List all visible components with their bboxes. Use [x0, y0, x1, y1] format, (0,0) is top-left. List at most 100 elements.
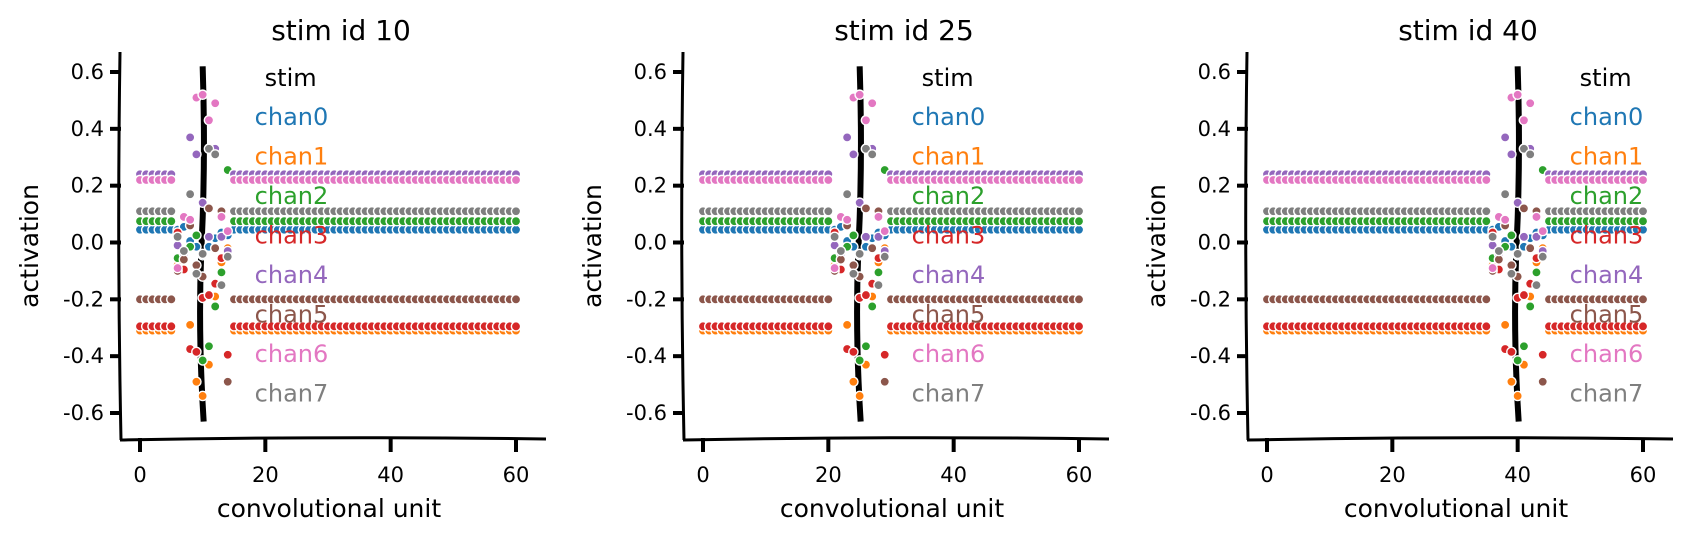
legend-chan5: chan5 — [1570, 301, 1644, 329]
y-tick-label: 0.6 — [71, 60, 104, 84]
data-point — [222, 376, 234, 388]
data-point — [1512, 248, 1523, 260]
data-point — [191, 268, 202, 280]
data-point — [510, 321, 522, 332]
data-point — [854, 89, 865, 101]
series-chan7 — [697, 143, 1085, 291]
data-point — [1481, 294, 1492, 305]
data-point — [873, 279, 884, 291]
data-point — [1481, 205, 1492, 217]
data-point — [860, 231, 872, 243]
data-point — [203, 289, 215, 301]
panel-title: stim id 25 — [834, 14, 974, 47]
data-point — [172, 262, 183, 274]
data-point — [1506, 149, 1517, 160]
data-point — [191, 230, 202, 241]
data-point — [860, 340, 872, 352]
series-chan2 — [697, 164, 1085, 366]
data-point — [1073, 224, 1085, 236]
data-point — [1518, 115, 1530, 126]
data-point — [510, 205, 522, 217]
legend-chan6: chan6 — [255, 340, 329, 368]
y-axis-label: activation — [15, 184, 44, 308]
y-tick-label: 0.6 — [1198, 60, 1231, 84]
y-tick-label: -0.4 — [626, 344, 667, 368]
data-point — [1531, 211, 1542, 223]
legend-chan5: chan5 — [912, 301, 986, 329]
data-point — [873, 267, 884, 278]
y-tick-label: 0.0 — [634, 231, 667, 255]
data-point — [203, 203, 215, 214]
data-point — [866, 301, 878, 312]
data-point — [823, 205, 834, 217]
y-axis-label: activation — [1142, 184, 1171, 308]
data-point — [178, 254, 190, 265]
data-point — [823, 174, 834, 186]
legend-chan3: chan3 — [255, 222, 329, 250]
legend-chan7: chan7 — [1570, 380, 1644, 408]
y-tick-label: 0.4 — [1198, 117, 1231, 141]
data-point — [1637, 321, 1649, 332]
data-point — [1537, 349, 1549, 361]
data-point — [510, 294, 522, 305]
x-tick-label: 40 — [377, 463, 404, 487]
data-point — [1499, 319, 1511, 331]
data-point — [866, 149, 878, 160]
data-point — [166, 205, 177, 217]
legend: stim chan0 chan1 chan2 chan3 chan4 chan5 chan6 c… — [1570, 64, 1644, 408]
series-chan0 — [697, 221, 1085, 261]
x-tick-label: 40 — [1504, 463, 1531, 487]
data-point — [1537, 376, 1549, 388]
data-point — [184, 319, 196, 331]
y-tick-label: 0.2 — [634, 174, 667, 198]
data-point — [197, 355, 208, 366]
data-point — [1637, 174, 1649, 186]
series-chan6 — [134, 89, 522, 274]
data-point — [848, 268, 859, 280]
y-tick-label: 0.2 — [1198, 174, 1231, 198]
legend-chan7: chan7 — [255, 380, 329, 408]
legend-chan2: chan2 — [1570, 182, 1644, 210]
data-point — [823, 294, 834, 305]
data-point — [1506, 376, 1517, 388]
y-tick-label: -0.6 — [626, 401, 667, 425]
legend-chan0: chan0 — [912, 103, 986, 131]
y-tick-label: 0.6 — [634, 60, 667, 84]
series-chan6 — [697, 89, 1085, 274]
legend-stim: stim — [922, 64, 974, 92]
data-point — [1637, 294, 1649, 305]
data-point — [222, 225, 234, 237]
legend: stim chan0 chan1 chan2 chan3 chan4 chan5 chan6 c… — [912, 64, 986, 408]
legend-chan1: chan1 — [1570, 143, 1644, 171]
x-axis-label: convolutional unit — [1344, 494, 1569, 523]
data-point — [1499, 214, 1511, 226]
data-point — [829, 231, 840, 243]
data-point — [854, 390, 865, 402]
data-point — [1524, 149, 1536, 160]
data-point — [172, 231, 183, 243]
data-point — [209, 301, 221, 312]
panel-title: stim id 10 — [271, 14, 411, 47]
legend-chan4: chan4 — [912, 261, 986, 289]
data-point — [1493, 245, 1505, 257]
data-point — [866, 97, 878, 109]
data-point — [1524, 301, 1536, 312]
data-point — [1073, 174, 1085, 186]
data-point — [841, 188, 853, 200]
y-tick-label: -0.4 — [1190, 344, 1231, 368]
legend-stim: stim — [265, 64, 317, 92]
x-tick-label: 20 — [815, 463, 842, 487]
data-point — [209, 242, 221, 254]
legend-chan2: chan2 — [255, 182, 329, 210]
data-point — [1518, 203, 1530, 214]
data-point — [1524, 97, 1536, 109]
data-point — [1487, 231, 1498, 243]
data-point — [860, 115, 872, 126]
x-tick-label: 60 — [1630, 463, 1657, 487]
panel-1: stim id 10 -0.6 -0.4 -0.2 0.0 0.2 0.4 0.6 0 20 40 6… — [15, 14, 547, 523]
series-chan0 — [134, 221, 522, 261]
y-tick-label: -0.6 — [1190, 401, 1231, 425]
data-point — [203, 231, 215, 243]
data-point — [841, 214, 853, 226]
data-point — [1481, 215, 1492, 227]
